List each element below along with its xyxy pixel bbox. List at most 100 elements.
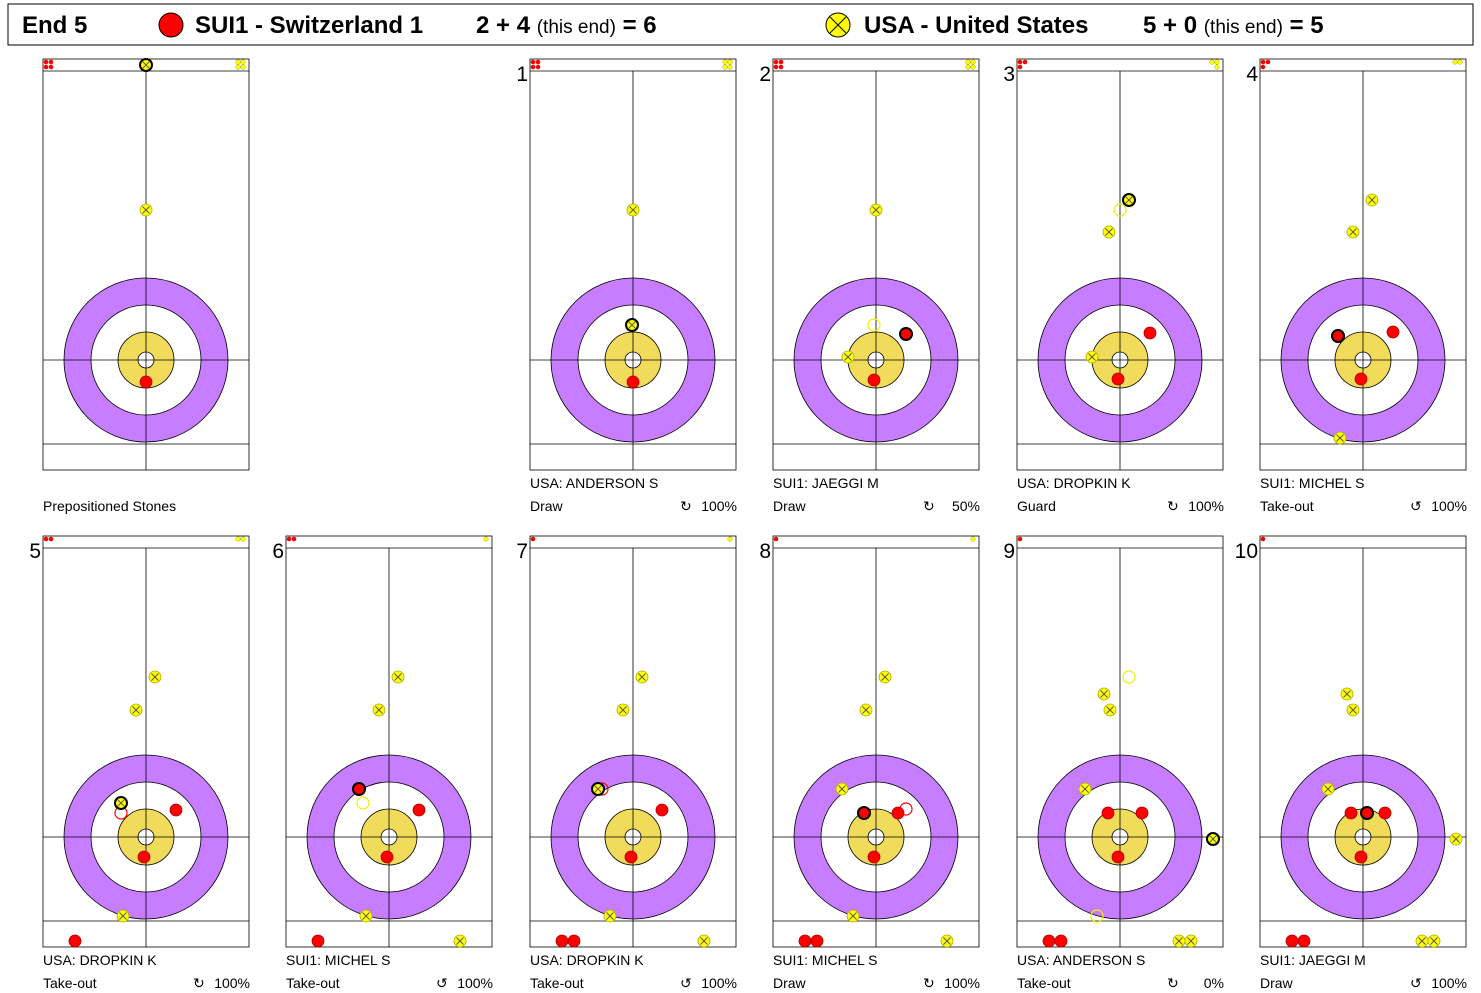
stone-body: [655, 803, 669, 817]
shot-type: Draw: [773, 498, 807, 514]
remaining-red: [43, 64, 49, 70]
shot-number: 2: [759, 63, 771, 86]
stone: [1097, 687, 1111, 701]
remaining-yellow: [235, 64, 241, 70]
stone-cross: [394, 673, 402, 681]
stone: [352, 782, 366, 796]
remaining-red: [43, 59, 49, 65]
remaining-red: [1017, 64, 1023, 70]
stone: [1172, 934, 1186, 948]
team1-note: (this end): [537, 17, 616, 38]
remaining-red: [48, 536, 54, 542]
stone-cross: [943, 937, 951, 945]
remaining-yellow: [240, 64, 246, 70]
shot-type: Take-out: [1260, 498, 1314, 514]
stone-body: [1331, 329, 1345, 343]
stone-body: [1143, 326, 1157, 340]
stone-body: [626, 375, 640, 389]
stone: [1331, 329, 1345, 343]
stone: [859, 703, 873, 717]
stone: [139, 58, 153, 72]
stone-cross: [362, 912, 370, 920]
stone: [857, 806, 871, 820]
stone-cross: [619, 706, 627, 714]
remaining-yellow: [1209, 59, 1215, 65]
remaining-red: [773, 59, 779, 65]
stone-body: [899, 327, 913, 341]
remaining-yellow: [722, 64, 728, 70]
stone: [1427, 934, 1441, 948]
shot-type: Draw: [1260, 975, 1294, 991]
stone-ghost: [867, 318, 881, 332]
sheet-panel: 4 SUI1: MICHEL S Take-out ↺ 100%: [1246, 58, 1467, 514]
stone: [68, 934, 82, 948]
stone-cross: [1175, 937, 1183, 945]
stone: [1085, 350, 1099, 364]
stone-body: [1111, 372, 1125, 386]
stone-cross: [117, 799, 125, 807]
sheet-panel: 6 SUI1: MICHEL S Take-out ↺ 100%: [272, 535, 493, 991]
stone-body: [555, 934, 569, 948]
stone-ghost: [1113, 203, 1127, 217]
stone: [412, 803, 426, 817]
stone-body: [810, 934, 824, 948]
stone: [1054, 934, 1068, 948]
stone: [891, 806, 905, 820]
rotation: ↻: [680, 498, 692, 514]
remaining-yellow: [970, 59, 976, 65]
shot-number: 9: [1003, 540, 1015, 563]
remaining-yellow: [1457, 59, 1463, 65]
stone-cross: [838, 785, 846, 793]
remaining-red: [530, 536, 536, 542]
stone-body: [1042, 934, 1056, 948]
stone-cross: [1106, 706, 1114, 714]
team2-score: 5 + 0: [1143, 12, 1197, 39]
stone-cross: [132, 706, 140, 714]
stone: [139, 203, 153, 217]
stone: [1285, 934, 1299, 948]
team1-score: 2 + 4: [476, 12, 531, 39]
stone-body: [1135, 806, 1149, 820]
rotation: ↺: [680, 975, 692, 991]
stone: [603, 909, 617, 923]
sheet-panel: 5 USA: DROPKIN K Take-out ↻ 100%: [29, 535, 250, 991]
stone-cross: [1105, 228, 1113, 236]
player-name: USA: DROPKIN K: [1017, 475, 1131, 491]
remaining-red: [1017, 536, 1023, 542]
stone: [169, 803, 183, 817]
stone-body: [169, 803, 183, 817]
shot-percent: 100%: [701, 975, 737, 991]
stone-body: [1101, 806, 1115, 820]
rotation: ↻: [1167, 498, 1179, 514]
stone: [356, 796, 370, 810]
stone-body: [352, 782, 366, 796]
player-name: SUI1: MICHEL S: [1260, 475, 1365, 491]
stone: [1090, 909, 1104, 923]
stone: [835, 782, 849, 796]
stone-body: [1344, 806, 1358, 820]
stone-cross: [1209, 835, 1217, 843]
remaining-yellow: [235, 59, 241, 65]
stone: [148, 670, 162, 684]
stone-body: [412, 803, 426, 817]
stone-cross: [881, 673, 889, 681]
team1-score-line: 2 + 4 (this end) = 6: [476, 12, 657, 39]
stone: [1415, 934, 1429, 948]
stone-body: [1360, 806, 1374, 820]
stone-body: [567, 934, 581, 948]
shot-number: 6: [272, 540, 284, 563]
stone: [1354, 372, 1368, 386]
header-box: [7, 3, 1474, 46]
player-name: SUI1: MICHEL S: [286, 952, 391, 968]
stone-body: [857, 806, 871, 820]
stone-body: [1386, 325, 1400, 339]
stone: [1135, 806, 1149, 820]
remaining-red: [1022, 59, 1028, 65]
stone: [1386, 325, 1400, 339]
sheet-panel: 10 SUI1: JAEGGI M Draw ↺ 100%: [1235, 535, 1467, 991]
stone-ghost: [899, 802, 913, 816]
player-name: USA: DROPKIN K: [530, 952, 644, 968]
shot-number: 1: [516, 63, 528, 86]
shot-percent: 100%: [944, 975, 980, 991]
